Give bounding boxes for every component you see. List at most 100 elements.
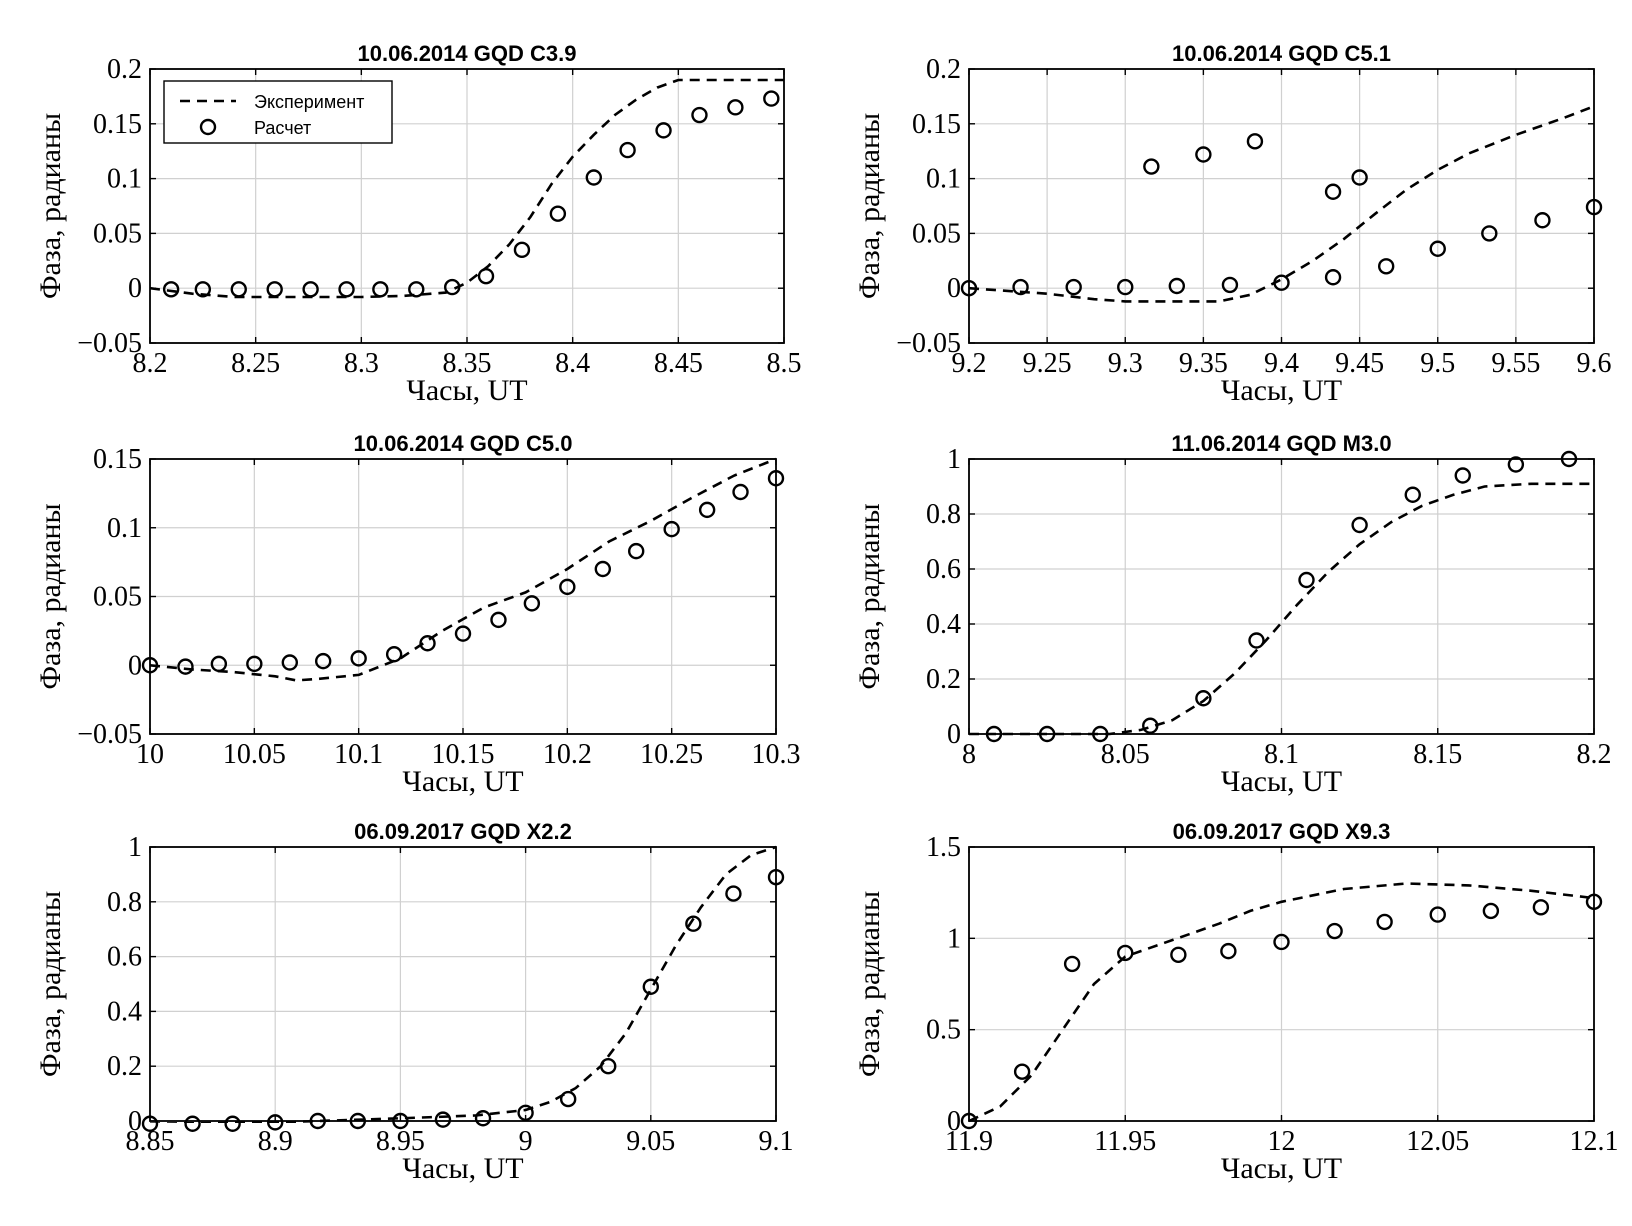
data-point-marker: [1376, 913, 1393, 931]
x-tick-label: 8.2: [133, 348, 168, 379]
data-point-marker: [1248, 632, 1265, 649]
data-point-marker: [594, 560, 612, 578]
y-tick-label: 0: [128, 650, 142, 681]
data-point-marker: [691, 106, 708, 124]
data-point-marker: [600, 1057, 617, 1075]
x-tick-label: 10.3: [752, 739, 801, 770]
data-point-marker: [385, 646, 403, 663]
y-tick-label: 0: [947, 273, 961, 304]
data-point-marker: [1324, 183, 1342, 200]
data-point-marker: [1273, 274, 1290, 291]
chart-panel-5: 8.85 8.9 8.95 9 9.05 9.100.20.40.60.8106.09.2…: [34, 819, 794, 1185]
y-tick-label: 0.4: [926, 609, 961, 640]
x-tick-label: 9.4: [1264, 348, 1299, 379]
data-point-marker: [162, 281, 180, 298]
data-point-marker: [559, 1090, 577, 1108]
data-point-marker: [477, 267, 495, 285]
y-tick-label: 1: [128, 832, 142, 863]
data-point-marker: [194, 281, 212, 298]
data-point-marker: [1482, 902, 1500, 920]
chart-title: 10.06.2014 GQD C3.9: [358, 41, 577, 66]
x-tick-label: 8.2: [1577, 739, 1612, 770]
data-point-marker: [627, 542, 645, 560]
chart-title: 11.06.2014 GQD M3.0: [1171, 431, 1391, 456]
y-tick-label: 1.5: [926, 832, 961, 863]
y-tick-label: 0.05: [912, 218, 961, 249]
data-point-marker: [1013, 1063, 1031, 1080]
y-tick-label: 0.1: [107, 164, 142, 195]
data-point-marker: [725, 885, 742, 902]
data-point-marker: [1351, 169, 1368, 186]
x-axis-label: Часы, UT: [1221, 765, 1342, 798]
y-tick-label: 0.6: [926, 554, 961, 585]
y-tick-label: −0.05: [77, 719, 142, 750]
data-point-marker: [698, 501, 716, 519]
data-point-marker: [230, 281, 247, 298]
data-point-marker: [1273, 933, 1290, 951]
x-tick-label: 8.35: [443, 348, 492, 379]
chart-panel-1: 8.2 8.25 8.3 8.35 8.4 8.45 8.5 −0.05 0 0.05 0.1 0.1…: [34, 41, 802, 407]
data-point-marker: [444, 278, 461, 296]
y-tick-label: −0.05: [896, 328, 961, 359]
x-tick-label: 9.55: [1491, 348, 1540, 379]
data-point-marker: [1298, 571, 1315, 589]
x-tick-label: 8.1: [1264, 739, 1299, 770]
data-point-marker: [1429, 240, 1446, 257]
y-tick-label: 0: [947, 719, 961, 750]
x-tick-label: 8.3: [344, 348, 379, 379]
data-point-marker: [490, 611, 507, 629]
x-tick-label: 12.05: [1406, 1126, 1469, 1157]
y-tick-label: 0.8: [107, 887, 142, 918]
data-point-marker: [1377, 258, 1395, 275]
chart-panel-6: 11.9 11.95 12 12.05 12.1 0 0.5 1 1.5 06.09.2017 G…: [853, 819, 1619, 1185]
series-line-experiment: [969, 482, 1594, 736]
x-axis-label: Часы, UT: [402, 765, 523, 798]
data-point-marker: [655, 122, 672, 139]
data-point-marker: [267, 1114, 284, 1131]
series-line-experiment: [150, 457, 776, 682]
data-point-marker: [1012, 278, 1029, 296]
x-tick-label: 8.95: [376, 1126, 425, 1157]
series-line-experiment: [150, 78, 784, 299]
data-point-marker: [1143, 158, 1160, 175]
data-point-marker: [642, 978, 659, 995]
data-point-marker: [266, 281, 283, 298]
data-point-marker: [1195, 146, 1212, 163]
x-tick-label: 9.5: [1420, 348, 1455, 379]
y-tick-label: 1: [947, 444, 961, 475]
data-point-marker: [1534, 212, 1551, 229]
x-tick-label: 10.2: [543, 739, 592, 770]
x-axis-label: Часы, UT: [406, 374, 527, 407]
y-axis-label: Фаза, радианы: [853, 113, 886, 299]
x-tick-label: 8.45: [654, 348, 703, 379]
y-tick-label: 0.1: [926, 164, 961, 195]
legend: Эксперимент Расчет: [163, 80, 393, 144]
y-tick-label: −0.05: [77, 328, 142, 359]
x-tick-label: 12.1: [1570, 1126, 1619, 1157]
y-axis-label: Фаза, радианы: [853, 891, 886, 1077]
data-point-marker: [1195, 690, 1212, 707]
data-point-marker: [1221, 276, 1239, 294]
data-point-marker: [1168, 277, 1186, 295]
x-tick-label: 8: [962, 739, 976, 770]
data-point-marker: [210, 655, 228, 673]
data-point-marker: [685, 915, 702, 932]
y-axis-label: Фаза, радианы: [34, 891, 67, 1077]
x-tick-label: 9.1: [759, 1126, 794, 1157]
y-axis-label: Фаза, радианы: [34, 503, 67, 689]
chart-panel-2: 9.2 9.25 9.3 9.35 9.4 9.45 9.5 9.55 9.6 −0.05 0 0.0…: [853, 41, 1612, 407]
y-tick-label: 0.15: [912, 109, 961, 140]
legend-marker-swatch: [199, 118, 217, 136]
y-tick-label: 1: [947, 923, 961, 954]
y-tick-label: 0.05: [93, 582, 142, 613]
data-point-marker: [663, 520, 680, 538]
data-point-marker: [474, 1110, 492, 1127]
axes-frame: [968, 846, 1595, 1122]
data-point-marker: [732, 483, 749, 501]
y-tick-label: 0.2: [926, 664, 961, 695]
x-tick-label: 11.95: [1094, 1126, 1156, 1157]
x-tick-label: 9.2: [952, 348, 987, 379]
x-tick-label: 9.6: [1577, 348, 1612, 379]
data-point-marker: [1454, 467, 1471, 484]
